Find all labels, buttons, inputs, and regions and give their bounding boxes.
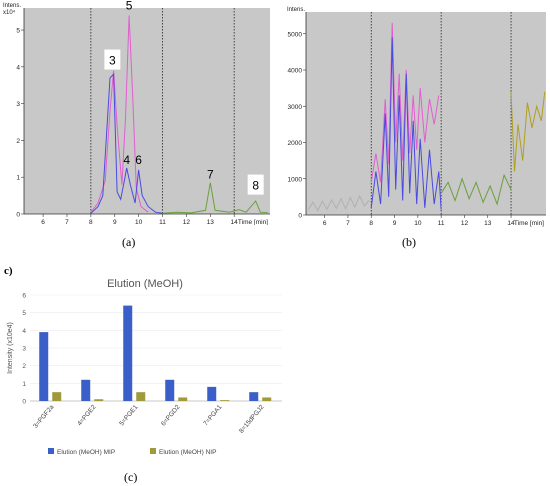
category-label-0: 3=PGF2a bbox=[32, 404, 56, 430]
bar-mip-3 bbox=[165, 379, 175, 401]
y-tick-label-3: 3 bbox=[22, 346, 26, 353]
x-tick-label-10: 10 bbox=[414, 220, 422, 227]
peak-label-3: 3 bbox=[109, 54, 116, 68]
category-label-2: 5=PGE1 bbox=[118, 404, 140, 428]
x-tick-label-11: 11 bbox=[438, 220, 445, 227]
y-tick-label-5: 5 bbox=[22, 310, 26, 317]
y-tick-label-1000: 1000 bbox=[288, 176, 303, 183]
y-tick-label-0: 0 bbox=[22, 399, 26, 406]
bar-nip-3 bbox=[178, 397, 188, 401]
category-label-1: 4=PGE2 bbox=[76, 404, 98, 428]
legend-label-nip: Elution (MeOH) NIP bbox=[159, 449, 216, 456]
legend-label-mip: Elution (MeOH) MIP bbox=[57, 449, 115, 456]
x-tick-label-13: 13 bbox=[207, 219, 215, 225]
bar-nip-0 bbox=[52, 392, 62, 401]
x-tick-label-11: 11 bbox=[159, 219, 166, 225]
y-tick-label-0: 0 bbox=[298, 213, 302, 220]
y-tick-label-1: 1 bbox=[22, 381, 26, 388]
plot-background bbox=[24, 8, 270, 214]
bar-nip-5 bbox=[262, 397, 272, 401]
trace-b-3 bbox=[440, 173, 512, 206]
bar-mip-0 bbox=[39, 332, 49, 401]
x-tick-label-13: 13 bbox=[484, 220, 492, 227]
trace-b-0 bbox=[307, 194, 370, 212]
trace-a-1 bbox=[90, 73, 163, 214]
x-tick-label-8: 8 bbox=[369, 220, 373, 227]
bar-nip-1 bbox=[94, 399, 104, 401]
bar-mip-1 bbox=[81, 379, 91, 401]
peak-label-6: 6 bbox=[135, 153, 142, 167]
trace-b-2 bbox=[370, 37, 442, 210]
chart-title: Elution (MeOH) bbox=[107, 278, 183, 290]
peak-box-3 bbox=[104, 49, 121, 70]
trace-b-1 bbox=[370, 22, 440, 183]
y-tick-label-0: 0 bbox=[16, 212, 20, 219]
bar-mip-4 bbox=[207, 386, 217, 401]
panel-label-a: (a) bbox=[122, 235, 136, 249]
peak-label-5: 5 bbox=[126, 0, 133, 12]
x-tick-label-10: 10 bbox=[135, 219, 143, 225]
x-tick-label-12: 12 bbox=[183, 219, 191, 225]
chromatogram-b: 0 1000 2000 3000 4000 5000 6 7 8 9 10 11 12 13 14 Time … bbox=[287, 7, 546, 227]
y-tick-label-4: 4 bbox=[16, 64, 20, 71]
x-axis-label: Time [min] bbox=[238, 219, 268, 225]
y-tick-label-2: 2 bbox=[22, 363, 26, 370]
legend-swatch-nip bbox=[150, 448, 156, 454]
y-tick-label-5: 5 bbox=[16, 28, 20, 35]
peak-label-8: 8 bbox=[252, 179, 259, 193]
y-tick-label-3000: 3000 bbox=[288, 104, 303, 111]
trace-a-2 bbox=[162, 182, 268, 214]
bar-nip-2 bbox=[136, 392, 146, 401]
panel-label-c: (c) bbox=[124, 470, 138, 484]
peak-box-8 bbox=[247, 174, 264, 195]
y-unit-label: Intens. bbox=[3, 3, 21, 9]
x-tick-label-7: 7 bbox=[65, 219, 69, 225]
x-axis-label: Time [min] bbox=[514, 220, 544, 227]
x-tick-label-6: 6 bbox=[323, 220, 327, 227]
y-tick-label-5000: 5000 bbox=[288, 31, 303, 38]
y-tick-label-2: 2 bbox=[16, 138, 20, 145]
x-tick-label-8: 8 bbox=[89, 219, 93, 225]
y-tick-label-1: 1 bbox=[16, 175, 20, 182]
x-tick-label-12: 12 bbox=[461, 220, 469, 227]
y-tick-label-4000: 4000 bbox=[288, 68, 303, 75]
y-scale-label: x10⁴ bbox=[3, 9, 16, 16]
y-tick-label-2000: 2000 bbox=[288, 140, 303, 147]
category-label-4: 7=PGA1 bbox=[202, 404, 224, 428]
category-label-3: 6=PGD2 bbox=[160, 404, 182, 428]
y-tick-label-4: 4 bbox=[22, 328, 26, 335]
panel-label-b: (b) bbox=[402, 235, 416, 249]
bar-mip-2 bbox=[123, 305, 133, 401]
x-tick-label-7: 7 bbox=[346, 220, 350, 227]
y-unit-label: Intens. bbox=[287, 7, 305, 13]
bar-chart-c: Elution (MeOH) 0 1 2 3 4 5 6 Intensity (x10e4) 3=… bbox=[7, 278, 282, 456]
x-tick-label-14: 14 bbox=[231, 219, 239, 225]
x-tick-label-6: 6 bbox=[41, 219, 45, 225]
bar-mip-5 bbox=[249, 392, 259, 401]
x-tick-label-14: 14 bbox=[507, 220, 515, 227]
plot-background bbox=[306, 12, 546, 215]
peak-label-4: 4 bbox=[123, 153, 130, 167]
y-tick-label-6: 6 bbox=[22, 293, 26, 300]
category-label-5: 8=15dPGJ2 bbox=[238, 403, 266, 434]
peak-label-7: 7 bbox=[207, 168, 214, 182]
trace-b-4 bbox=[510, 91, 546, 172]
x-tick-label-9: 9 bbox=[393, 220, 397, 227]
bar-nip-4 bbox=[220, 400, 230, 401]
panel-c-side-label: c) bbox=[4, 265, 13, 277]
x-tick-label-9: 9 bbox=[113, 219, 117, 225]
y-tick-label-3: 3 bbox=[16, 101, 20, 108]
legend-swatch-mip bbox=[48, 448, 54, 454]
y-axis-label: Intensity (x10e4) bbox=[7, 322, 14, 374]
